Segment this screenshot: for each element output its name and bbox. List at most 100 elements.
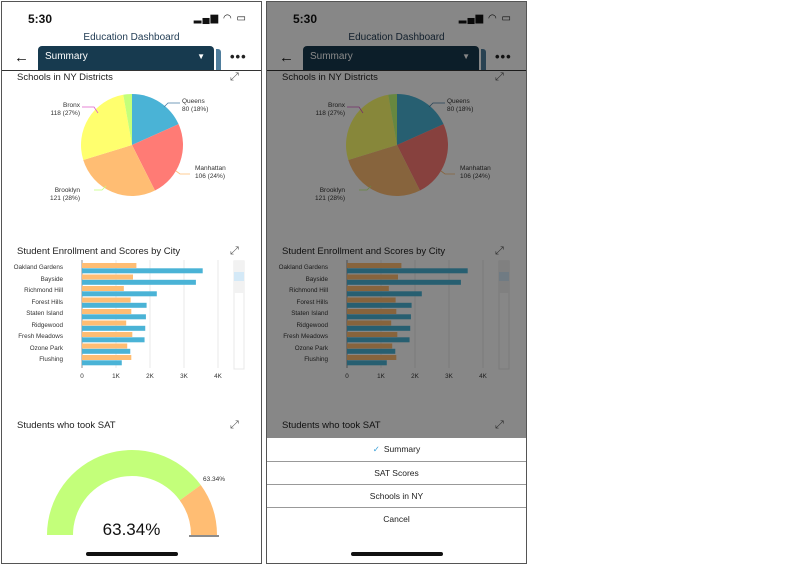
status-time: 5:30: [28, 12, 53, 26]
pie-slice-queens[interactable]: [397, 94, 444, 145]
action-sheet-option-sat-scores[interactable]: SAT Scores: [267, 461, 526, 484]
bar-orange[interactable]: [347, 263, 402, 268]
expand-icon[interactable]: ⤢: [495, 245, 504, 257]
expand-icon[interactable]: ⤢: [230, 419, 239, 431]
option-label: Cancel: [383, 514, 410, 524]
header-divider: [267, 70, 526, 71]
bar-blue[interactable]: [347, 268, 468, 274]
tab-label: Summary: [45, 51, 88, 62]
signal-icon: ▂▄▆: [193, 13, 220, 24]
action-sheet-option-schools-in-ny[interactable]: Schools in NY: [267, 484, 526, 507]
bar-blue[interactable]: [82, 325, 146, 331]
bar-chart-title: Student Enrollment and Scores by City: [282, 246, 446, 257]
pie-label-value: 80 (18%): [447, 106, 474, 113]
action-sheet-option-summary[interactable]: ✓ Summary: [267, 438, 526, 460]
pie-label-value: 106 (24%): [460, 173, 490, 180]
pie-label-name: Queens: [182, 98, 205, 105]
bar-category-label: Richmond Hill: [289, 287, 328, 294]
action-sheet-option-cancel[interactable]: Cancel: [267, 507, 526, 530]
bar-orange[interactable]: [347, 309, 397, 314]
more-options-button[interactable]: •••: [230, 49, 247, 64]
bar-orange[interactable]: [347, 343, 393, 349]
pie-slice-manhattan[interactable]: [397, 124, 448, 191]
bar-blue[interactable]: [347, 291, 422, 297]
bar-category-label: Oakland Gardens: [13, 264, 63, 271]
pie-slice-brooklyn[interactable]: [348, 145, 420, 196]
expand-icon[interactable]: ⤢: [230, 71, 239, 83]
bar-orange[interactable]: [82, 343, 128, 349]
tab-selector[interactable]: Summary ▼: [38, 46, 214, 70]
app-title: Education Dashboard: [348, 32, 445, 43]
pie-label: Bronx 118 (27%): [315, 102, 345, 118]
app-title: Education Dashboard: [83, 32, 180, 43]
bar-blue[interactable]: [82, 337, 145, 343]
bar-blue[interactable]: [347, 279, 461, 285]
bar-orange[interactable]: [347, 355, 397, 360]
bar-orange[interactable]: [347, 320, 392, 326]
tab-selector[interactable]: Summary ▼: [303, 46, 479, 70]
pie-slice-manhattan[interactable]: [132, 124, 184, 191]
checkmark-icon: ✓: [372, 444, 380, 454]
bar-orange[interactable]: [347, 332, 398, 337]
expand-icon[interactable]: ⤢: [495, 71, 504, 83]
pie-slice-bronx[interactable]: [81, 94, 132, 160]
pie-slice-brooklyn[interactable]: [83, 145, 155, 196]
leader-line: [94, 185, 107, 191]
bar-orange[interactable]: [347, 274, 398, 280]
pie-chart: [346, 94, 455, 196]
bar-category-label: Fresh Meadows: [18, 333, 63, 340]
bar-chart: [346, 260, 510, 370]
bar-blue[interactable]: [347, 314, 411, 320]
bar-blue[interactable]: [82, 360, 122, 366]
pie-label-value: 118 (27%): [315, 110, 345, 117]
bar-orange[interactable]: [82, 355, 132, 360]
status-time: 5:30: [293, 12, 318, 26]
pie-label-name: Brooklyn: [54, 187, 80, 194]
bar-orange[interactable]: [82, 286, 124, 291]
bar-orange[interactable]: [347, 286, 389, 291]
bar-chart-title: Student Enrollment and Scores by City: [17, 246, 181, 257]
bar-blue[interactable]: [82, 314, 146, 320]
bar-blue[interactable]: [82, 268, 203, 274]
back-button[interactable]: ←: [14, 49, 29, 66]
bar-orange[interactable]: [82, 274, 133, 280]
bar-orange[interactable]: [347, 297, 396, 303]
pie-label-name: Queens: [447, 98, 470, 105]
pie-slice-queens[interactable]: [132, 94, 179, 145]
bar-orange[interactable]: [82, 332, 133, 337]
pie-label-value: 118 (27%): [50, 110, 80, 117]
bar-blue[interactable]: [347, 360, 387, 366]
x-tick-label: 0: [345, 373, 349, 380]
bar-blue[interactable]: [82, 291, 157, 297]
home-indicator[interactable]: [351, 552, 443, 556]
leader-line: [82, 106, 99, 114]
bar-blue[interactable]: [82, 348, 131, 354]
pie-slice-other[interactable]: [123, 94, 132, 145]
pie-label-value: 80 (18%): [182, 106, 209, 113]
dim-overlay[interactable]: [267, 2, 526, 438]
home-indicator[interactable]: [86, 552, 178, 556]
bar-blue[interactable]: [82, 302, 147, 308]
pie-slice-other[interactable]: [388, 94, 397, 145]
pie-label: Manhattan 106 (24%): [460, 165, 491, 181]
pie-slice-bronx[interactable]: [346, 94, 397, 160]
bar-orange[interactable]: [82, 297, 131, 303]
bar-blue[interactable]: [347, 348, 396, 354]
bar-blue[interactable]: [347, 337, 410, 343]
bar-blue[interactable]: [347, 302, 412, 308]
next-tab-edge[interactable]: [481, 49, 486, 70]
bar-blue[interactable]: [82, 279, 196, 285]
expand-icon[interactable]: ⤢: [495, 419, 504, 431]
bar-orange[interactable]: [82, 263, 137, 268]
bar-orange[interactable]: [82, 320, 127, 326]
bar-orange[interactable]: [82, 309, 132, 314]
more-options-button[interactable]: •••: [495, 49, 512, 64]
next-tab-edge[interactable]: [216, 49, 221, 70]
pie-label-name: Manhattan: [195, 165, 226, 172]
phone-screen-with-action-sheet: 5:30 ▂▄▆ ◠ ▭ Education Dashboard ← Summary ▼ •…: [266, 1, 527, 564]
expand-icon[interactable]: ⤢: [230, 245, 239, 257]
pie-label: Brooklyn 121 (28%): [50, 187, 80, 203]
bar-blue[interactable]: [347, 325, 411, 331]
bar-category-label: Bayside: [40, 275, 63, 283]
back-button[interactable]: ←: [279, 49, 294, 66]
